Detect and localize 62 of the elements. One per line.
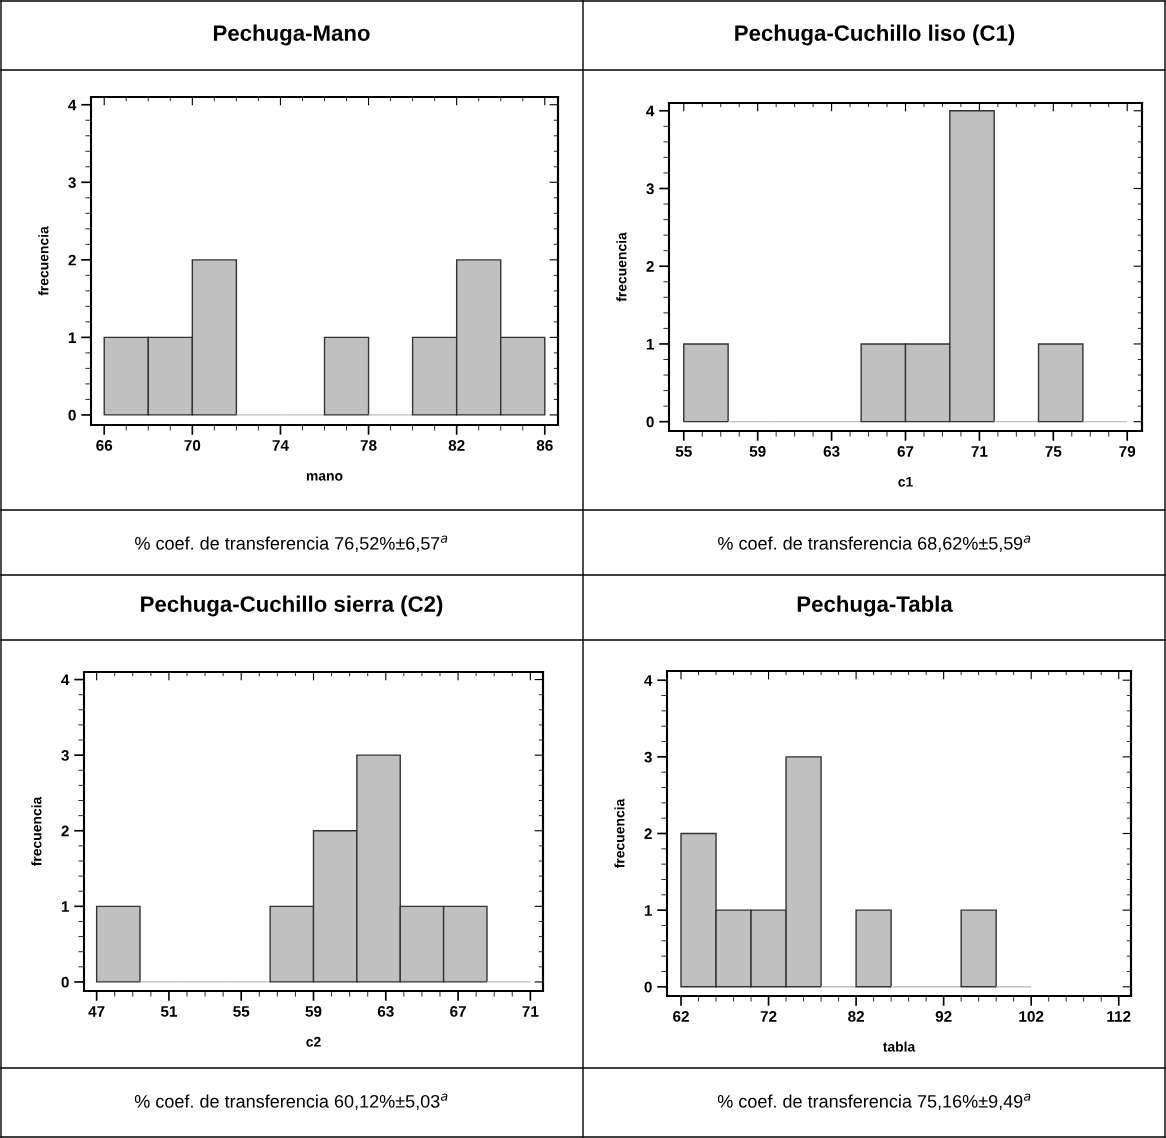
x-tick-label: 59 — [305, 1005, 322, 1017]
y-tick-label: 0 — [68, 409, 76, 421]
x-tick-label: 78 — [360, 439, 377, 451]
x-tick-label: 67 — [450, 1005, 466, 1017]
y-tick-label: 2 — [61, 825, 69, 837]
x-tick-label: 51 — [160, 1006, 177, 1017]
y-tick-label: 1 — [61, 901, 69, 912]
x-tick-label: 55 — [233, 1006, 250, 1017]
y-tick-label: 3 — [68, 177, 76, 188]
y-tick-label: 2 — [646, 261, 654, 272]
x-tick-label: 47 — [88, 1006, 105, 1017]
x-tick-label: 59 — [749, 445, 766, 457]
x-tick-label: 62 — [673, 1010, 689, 1022]
x-axis-title: mano — [306, 473, 343, 481]
x-tick-label: 63 — [377, 1005, 394, 1017]
x-tick-label: 67 — [897, 445, 914, 457]
y-tick-label: 4 — [644, 675, 653, 686]
chart-title: Pechuga-Cuchillo sierra (C2) — [141, 595, 443, 617]
text: % coef. de transferencia 76,52%±6,57$^{a}$ — [135, 535, 448, 552]
text: % coef. de transferencia 68,62%±5,59$^{a}$ — [718, 535, 1031, 552]
x-tick-label: 71 — [971, 446, 988, 457]
chart-title: Pechuga-Tabla — [797, 595, 953, 617]
y-tick-label: 4 — [68, 99, 77, 111]
x-tick-label: 70 — [184, 439, 201, 451]
y-tick-label: 2 — [68, 254, 76, 266]
x-tick-label: 102 — [1019, 1010, 1044, 1022]
chart-title: Pechuga-Mano — [213, 24, 370, 46]
y-axis-title: frecuencia — [31, 796, 42, 866]
x-tick-label: 55 — [675, 446, 692, 457]
x-tick-label: 63 — [823, 445, 840, 457]
x-tick-label: 71 — [522, 1006, 539, 1017]
x-tick-label: 72 — [760, 1010, 777, 1022]
x-axis-title: c2 — [306, 1036, 321, 1047]
y-tick-label: 2 — [644, 828, 652, 840]
y-axis-title: frecuencia — [616, 232, 627, 302]
y-tick-label: 3 — [646, 183, 654, 195]
x-tick-label: 79 — [1119, 445, 1136, 457]
y-axis-title: frecuencia — [614, 798, 625, 868]
y-tick-label: 0 — [61, 976, 69, 988]
x-tick-label: 75 — [1045, 446, 1062, 457]
y-tick-label: 1 — [644, 905, 652, 916]
x-tick-label: 66 — [96, 439, 113, 451]
x-tick-label: 86 — [536, 439, 553, 451]
y-tick-label: 3 — [61, 750, 69, 761]
text: % coef. de transferencia 60,12%±5,03$^{a}$ — [134, 1093, 448, 1110]
y-tick-label: 3 — [644, 751, 652, 763]
x-tick-label: 82 — [848, 1010, 864, 1022]
x-axis-title: tabla — [882, 1041, 916, 1052]
x-axis-title: c1 — [898, 477, 913, 487]
y-tick-label: 4 — [646, 105, 655, 117]
y-axis-title: frecuencia — [38, 226, 49, 296]
x-tick-label: 112 — [1107, 1010, 1131, 1022]
x-tick-label: 82 — [448, 439, 465, 451]
y-tick-label: 0 — [646, 416, 654, 428]
y-tick-label: 1 — [646, 338, 654, 350]
text: % coef. de transferencia 75,16%±9,49$^{a}$ — [717, 1093, 1031, 1110]
y-tick-label: 4 — [61, 674, 70, 686]
y-tick-label: 1 — [68, 332, 76, 343]
y-tick-label: 0 — [644, 981, 652, 993]
x-tick-label: 74 — [272, 440, 289, 451]
x-tick-label: 92 — [935, 1010, 952, 1022]
chart-title: Pechuga-Cuchillo liso (C1) — [735, 24, 1015, 46]
